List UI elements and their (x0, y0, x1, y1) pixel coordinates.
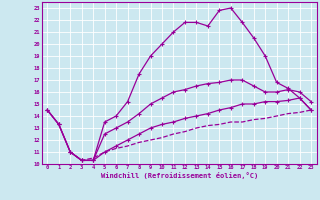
X-axis label: Windchill (Refroidissement éolien,°C): Windchill (Refroidissement éolien,°C) (100, 172, 258, 179)
